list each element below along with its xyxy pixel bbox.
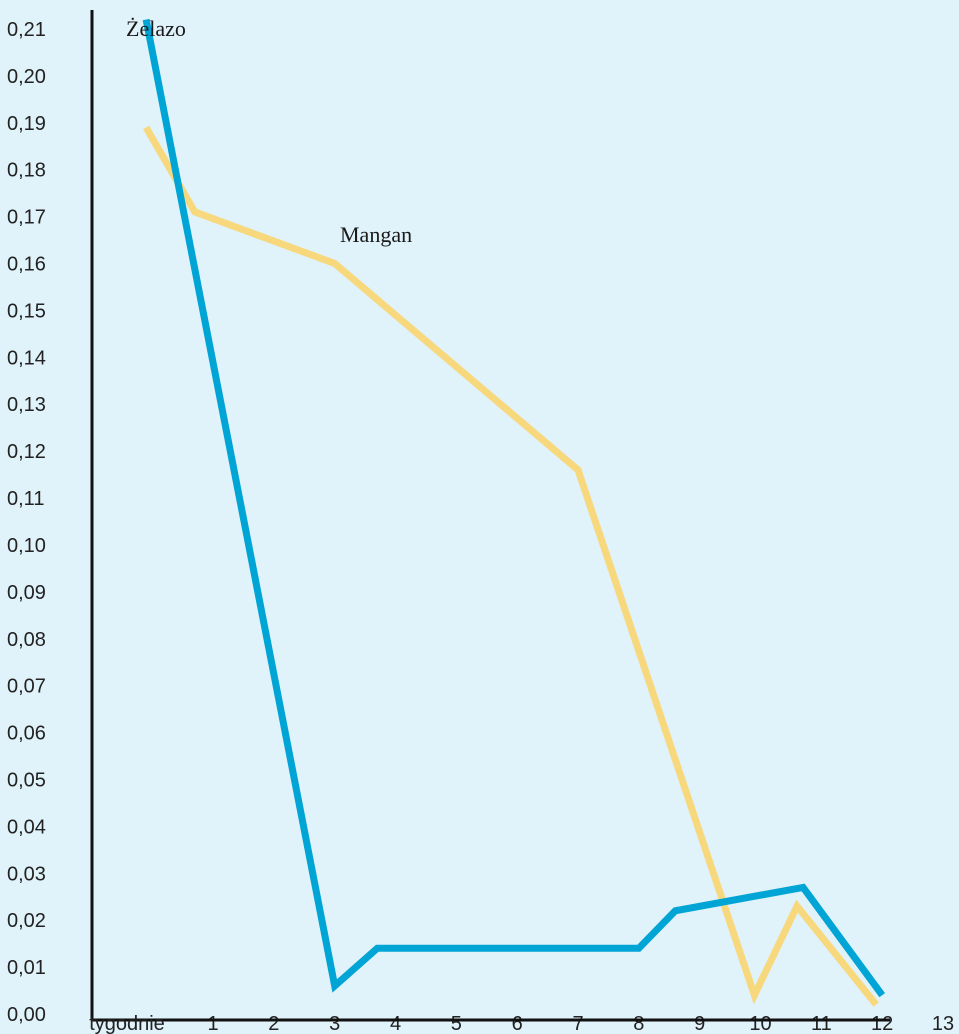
series-label-mangan: Mangan (340, 222, 412, 247)
x-tick-label: 4 (390, 1013, 401, 1034)
y-tick-label: 0,10 (7, 535, 46, 557)
y-tick-label: 0,16 (7, 254, 46, 276)
x-tick-label: 3 (329, 1013, 340, 1034)
x-tick-label: 12 (871, 1013, 893, 1034)
series-line-zelazo (142, 18, 886, 998)
y-tick-label: 0,14 (7, 347, 46, 369)
y-tick-label: 0,11 (7, 488, 44, 510)
y-tick-label: 0,06 (7, 723, 46, 745)
y-tick-label: 0,00 (7, 1004, 46, 1026)
x-tick-label: 11 (811, 1013, 832, 1034)
y-tick-label: 0,19 (7, 113, 46, 135)
x-tick-label: 8 (633, 1013, 644, 1034)
y-tick-label: 0,09 (7, 582, 46, 604)
y-tick-label: 0,05 (7, 769, 46, 791)
y-tick-label: 0,20 (7, 66, 46, 88)
x-axis-title: tygodnie (89, 1013, 165, 1034)
y-tick-label: 0,18 (7, 160, 46, 182)
y-tick-label: 0,13 (7, 394, 46, 416)
y-tick-label: 0,08 (7, 629, 46, 651)
y-tick-label: 0,17 (7, 207, 46, 229)
y-tick-label: 0,21 (7, 19, 46, 41)
y-tick-label: 0,07 (7, 676, 46, 698)
x-tick-label: 2 (268, 1013, 279, 1034)
x-tick-label: 10 (749, 1013, 771, 1034)
y-axis-ticks: 0,00 0,01 0,02 0,03 0,04 0,05 0,06 0,07 0,08 0,09… (7, 19, 46, 1026)
x-tick-label: 13 (932, 1013, 954, 1034)
y-tick-label: 0,03 (7, 863, 46, 885)
y-tick-label: 0,01 (7, 957, 46, 979)
x-tick-label: 1 (207, 1013, 218, 1034)
x-tick-label: 9 (694, 1013, 705, 1034)
y-tick-label: 0,15 (7, 300, 46, 322)
series-line-mangan (143, 125, 879, 1007)
x-tick-label: 5 (451, 1013, 462, 1034)
x-tick-label: 7 (572, 1013, 583, 1034)
y-tick-label: 0,04 (7, 816, 46, 838)
x-axis-ticks: 1 2 3 4 5 6 7 8 9 10 11 12 13 (207, 1013, 954, 1034)
series-label-zelazo: Żelazo (126, 16, 186, 41)
x-tick-label: 6 (512, 1013, 523, 1034)
series-lines (142, 18, 886, 1007)
y-tick-label: 0,02 (7, 910, 46, 932)
y-tick-label: 0,12 (7, 441, 46, 463)
